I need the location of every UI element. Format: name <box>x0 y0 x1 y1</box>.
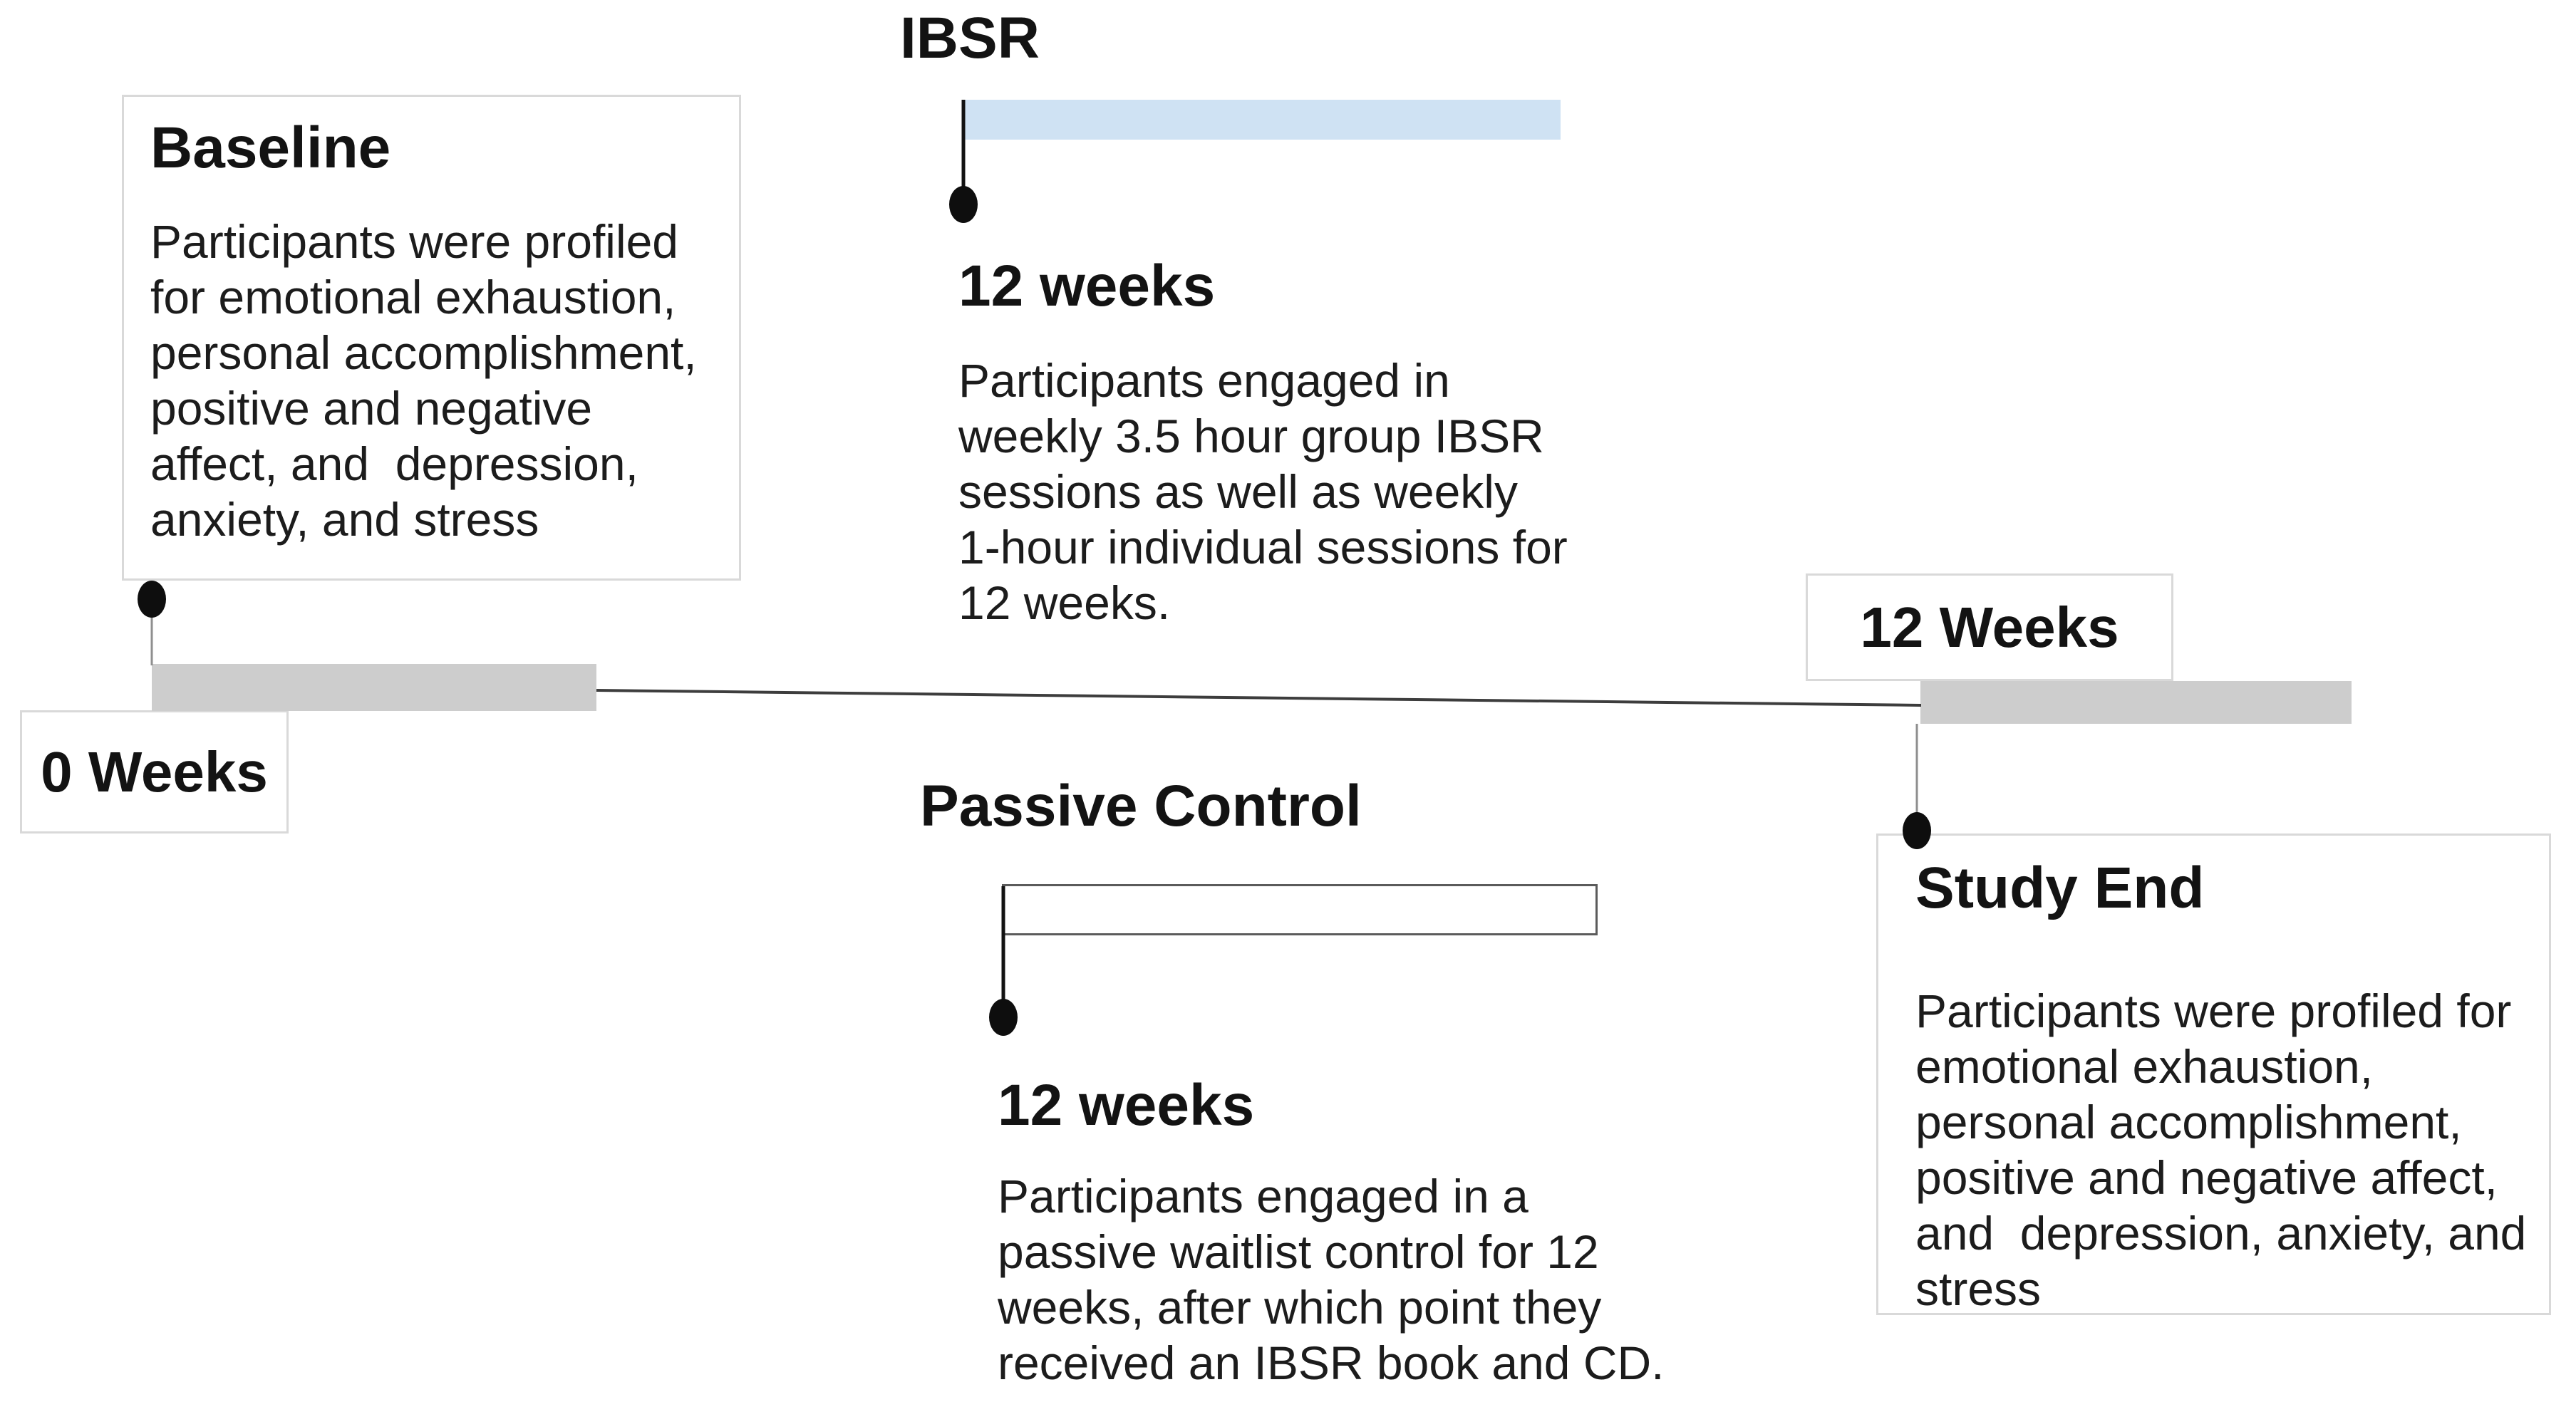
passive-duration-label: 12 weeks <box>998 1073 1255 1138</box>
passive-description: Participants engaged in a passive waitli… <box>998 1170 1665 1389</box>
baseline-box <box>122 95 741 581</box>
baseline-description: Participants were profiled for emotional… <box>150 215 697 546</box>
baseline-title: Baseline <box>150 115 391 180</box>
ibsr-description: Participants engaged in weekly 3.5 hour … <box>958 354 1568 629</box>
passive-milestone-dot <box>989 999 1018 1036</box>
study-end-description: Participants were profiled for emotional… <box>1915 985 2527 1315</box>
study-end-milestone-dot <box>1903 812 1931 849</box>
timeline-end-label: 12 Weeks <box>1860 595 2119 659</box>
ibsr-duration-label: 12 weeks <box>958 254 1216 318</box>
study-end-box <box>1876 834 2551 1315</box>
timeline-end-bar <box>1920 681 2352 724</box>
passive-control-arm-label: Passive Control <box>920 774 1362 838</box>
timeline-start-label-box: 0 Weeks <box>20 710 289 834</box>
timeline-connector-line <box>596 689 1922 707</box>
ibsr-arm-label: IBSR <box>900 6 1040 71</box>
passive-control-duration-bar <box>1002 884 1598 935</box>
ibsr-milestone-dot <box>949 186 978 223</box>
timeline-start-label: 0 Weeks <box>41 739 268 804</box>
timeline-end-label-box: 12 Weeks <box>1806 573 2173 681</box>
baseline-milestone-dot <box>138 581 166 618</box>
study-end-title: Study End <box>1915 856 2205 920</box>
ibsr-duration-bar <box>962 100 1561 140</box>
timeline-start-bar <box>152 664 596 711</box>
